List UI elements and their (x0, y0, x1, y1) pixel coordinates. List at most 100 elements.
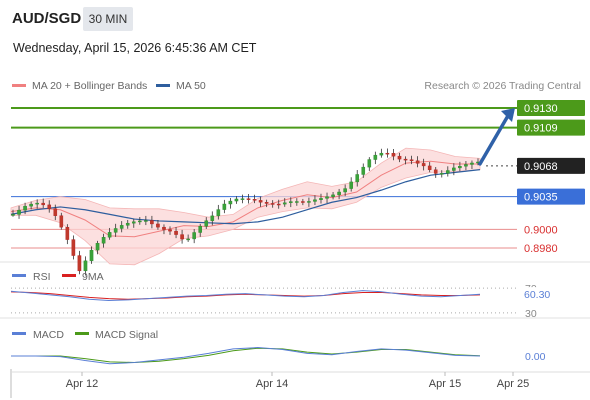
candle (373, 154, 378, 160)
x-tick-label: Apr 15 (429, 378, 461, 390)
interval-button[interactable]: 30 MIN (83, 7, 133, 31)
ma20-line (10, 160, 480, 238)
macd-signal-legend-label: MACD Signal (95, 329, 158, 341)
level-label-0.9109: 0.9109 (524, 123, 558, 135)
candle (156, 223, 160, 228)
candle (470, 162, 474, 165)
candle (234, 198, 239, 202)
candle (403, 158, 408, 161)
candle (198, 226, 203, 233)
macd-panel: MACD MACD Signal 0.00 (11, 329, 546, 365)
candle (107, 232, 112, 238)
rsi-tick-30: 30 (525, 308, 537, 320)
candle (452, 167, 456, 171)
candle (113, 228, 118, 233)
level-label-0.9000: 0.9000 (524, 224, 558, 236)
rsi-ma-line (10, 291, 481, 300)
candle (252, 199, 257, 201)
candle (446, 170, 450, 174)
rsi-legend-label: RSI (33, 271, 51, 283)
candle (119, 225, 124, 229)
x-tick-label: Apr 12 (66, 378, 98, 390)
legend-ma20-label: MA 20 + Bollinger Bands (32, 80, 148, 92)
candle (41, 202, 45, 206)
candle (270, 203, 275, 205)
candle (325, 196, 329, 199)
rsi-panel: RSI9MA703060.30 (0, 271, 590, 320)
bollinger-band (10, 147, 481, 266)
candle (349, 181, 353, 189)
candle (288, 201, 293, 203)
candle (174, 230, 178, 235)
candle (367, 159, 372, 168)
rsi-value-bg (521, 287, 555, 302)
macd-line (11, 347, 481, 365)
candle (258, 200, 263, 203)
candle (71, 239, 76, 256)
candle (95, 243, 100, 251)
level-label-0.9035: 0.9035 (524, 192, 558, 204)
forecast-arrow-head (501, 108, 515, 122)
candle (337, 191, 341, 196)
candle (83, 260, 88, 272)
level-label-0.8980: 0.8980 (524, 243, 558, 255)
copyright-text: Research © 2026 Trading Central (424, 80, 581, 92)
candle (77, 255, 82, 272)
candle (29, 203, 33, 207)
candle (319, 198, 323, 200)
candle (282, 202, 287, 205)
macd-signal-swatch (75, 332, 89, 335)
candle (301, 201, 305, 203)
candle (23, 205, 27, 211)
candle (379, 152, 384, 156)
candle (433, 169, 438, 174)
candle (409, 159, 414, 161)
macd-swatch (12, 332, 26, 335)
candle (17, 209, 21, 215)
candle (180, 234, 184, 240)
ma20-swatch (12, 83, 26, 87)
candle (125, 222, 130, 226)
candle (307, 201, 311, 203)
candle (168, 229, 172, 232)
candle (53, 208, 58, 216)
candle (464, 164, 468, 167)
candle (59, 215, 64, 228)
level-tag-0.9035 (517, 188, 585, 205)
candle (228, 200, 233, 205)
candle (276, 203, 281, 206)
candle (222, 203, 227, 210)
candle (35, 202, 39, 205)
candle (355, 174, 360, 183)
level-tag-0.9068 (517, 157, 585, 174)
legend-ma20[interactable]: MA 20 + Bollinger Bands (12, 80, 147, 92)
chart-header: AUD/SGD 30 MIN Wednesday, April 15, 2026… (0, 0, 590, 66)
candle (458, 166, 462, 169)
chart-datetime: Wednesday, April 15, 2026 6:45:36 AM CET (13, 41, 257, 55)
candle (313, 199, 317, 202)
candle (131, 221, 136, 224)
candle (204, 220, 209, 227)
candle (47, 204, 52, 209)
x-tick-label: Apr 25 (497, 378, 529, 390)
legend-ma50[interactable]: MA 50 (156, 80, 206, 92)
rsi-line (10, 290, 481, 302)
candle (385, 152, 390, 155)
candle (138, 220, 142, 223)
candle (415, 160, 420, 164)
symbol-title: AUD/SGD (12, 10, 82, 27)
level-label-0.9068: 0.9068 (524, 161, 558, 173)
rsi-ma-swatch (62, 274, 76, 277)
candle (421, 163, 426, 167)
candle (391, 152, 396, 157)
candle (343, 188, 347, 193)
macd-legend-label: MACD (33, 329, 64, 341)
candle (186, 238, 190, 241)
macd-value-label: 0.00 (525, 351, 546, 363)
candle (216, 209, 221, 217)
candle (144, 220, 148, 222)
x-tick-label: Apr 14 (256, 378, 288, 390)
candle (101, 237, 106, 244)
rsi-value-label: 60.30 (524, 289, 550, 301)
candle (295, 201, 299, 203)
